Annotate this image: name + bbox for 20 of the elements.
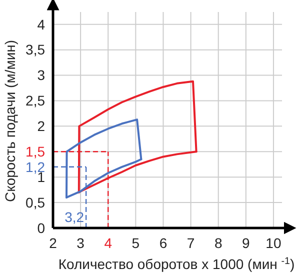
y-axis-title: Скорость подачи (м/мин): [2, 40, 18, 202]
x-tick-label: 5: [132, 235, 140, 251]
y-tick-label: 0: [37, 220, 46, 236]
x-tick-label: 2: [49, 235, 58, 251]
x-tick-label: 3: [76, 235, 85, 251]
ref-line-label: 4: [104, 235, 112, 251]
x-axis-title: Количество оборотов x 1000 (мин $^{-1}$): [58, 256, 295, 272]
y-tick-label: 2: [37, 118, 46, 134]
ref-line-label: 3,2: [64, 209, 84, 225]
ref-line-label: 1,5: [26, 144, 46, 160]
y-tick-label: 3: [37, 67, 46, 84]
y-tick-label: 2,5: [26, 92, 46, 109]
x-tick-label: 8: [214, 235, 222, 251]
y-tick-label: 3,5: [26, 42, 46, 58]
x-tick-label: 7: [186, 235, 195, 251]
y-tick-label: 0,5: [26, 194, 46, 210]
x-tick-label: 10: [266, 235, 282, 251]
y-tick-label: 4: [37, 16, 46, 32]
x-tick-label: 9: [242, 235, 250, 251]
x-tick-label: 6: [159, 235, 168, 251]
